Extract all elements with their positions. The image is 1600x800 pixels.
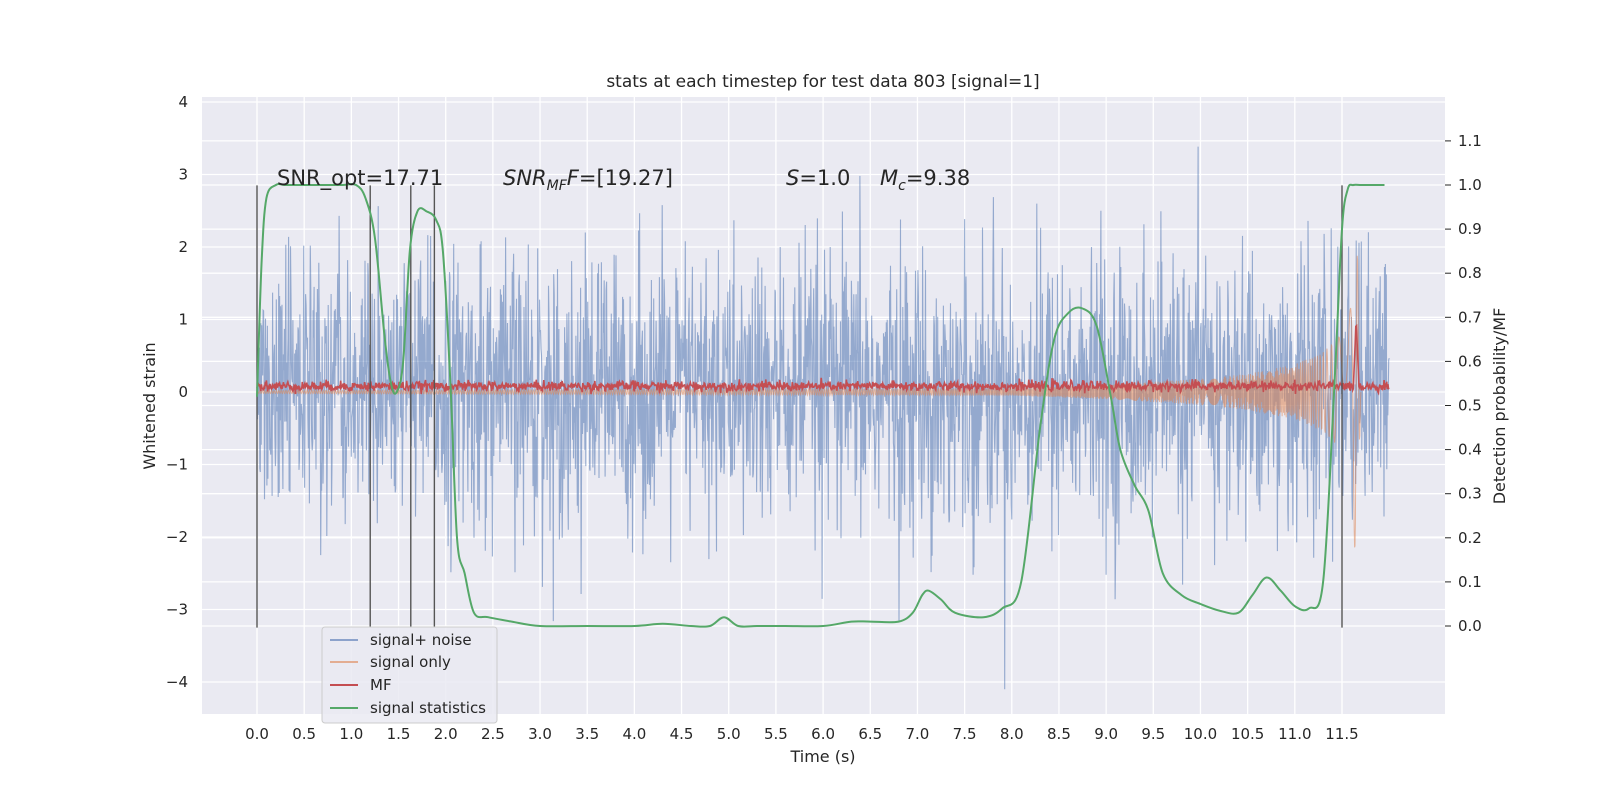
y-tick-label: −2 <box>166 528 188 546</box>
line-signal-statistics <box>256 183 1385 628</box>
y-tick-label: 1 <box>178 311 188 329</box>
y-right-tick-label: 0.2 <box>1458 529 1482 547</box>
x-tick-label: 11.0 <box>1278 725 1311 743</box>
x-tick-label: 6.0 <box>811 725 835 743</box>
y-right-tick-label: 0.3 <box>1458 485 1482 503</box>
y-tick-label: 3 <box>178 166 188 184</box>
grid <box>202 97 1445 714</box>
annotation-s-value: =1.0 <box>799 166 850 190</box>
legend-label-signal-statistics: signal statistics <box>370 699 486 717</box>
x-tick-label: 0.5 <box>292 725 316 743</box>
y-tick-label: −4 <box>166 673 188 691</box>
annotation-s: S=1.0 <box>786 166 850 190</box>
x-tick-label: 3.5 <box>575 725 599 743</box>
series-signal-only <box>256 255 1362 548</box>
legend-box <box>321 626 498 724</box>
y-right-tick-label: 1.0 <box>1458 176 1482 194</box>
annotation-snr-mf: SNRMFF=[19.27] <box>503 166 673 194</box>
x-tick-label: 8.0 <box>1000 725 1024 743</box>
y-right-tick-label: 0.7 <box>1458 308 1482 326</box>
annotation-snr-mf-value: =[19.27] <box>579 166 673 190</box>
y-right-tick-label: 0.1 <box>1458 573 1482 591</box>
annotation-mc-name: M <box>880 166 898 190</box>
annotation-mc-value: =9.38 <box>906 166 970 190</box>
x-tick-label: 1.0 <box>339 725 363 743</box>
vertical-lines <box>256 185 1343 628</box>
y-right-tick-label: 0.8 <box>1458 264 1482 282</box>
y-right-tick-label: 1.1 <box>1458 132 1482 150</box>
y-right-axis-label: Detection probability/MF <box>1490 308 1509 505</box>
legend: signal+ noise signal only MF signal stat… <box>321 626 498 724</box>
x-tick-label: 0.0 <box>245 725 269 743</box>
series-mf <box>256 323 1390 396</box>
annotation-snr-mf-sub: MF <box>547 178 568 194</box>
annotation-snr-mf-name: SNR <box>503 166 547 190</box>
series-signal-statistics <box>256 183 1385 628</box>
x-tick-label: 1.5 <box>387 725 411 743</box>
legend-label-mf: MF <box>370 676 392 694</box>
annotation-mc: Mc=9.38 <box>880 166 970 194</box>
y-right-tick-label: 0.5 <box>1458 397 1482 415</box>
legend-label-signal-plus-noise: signal+ noise <box>370 631 472 649</box>
y-right-tick-label: 0.6 <box>1458 352 1482 370</box>
x-tick-label: 3.0 <box>528 725 552 743</box>
x-tick-label: 4.0 <box>622 725 646 743</box>
legend-label-signal-only: signal only <box>370 653 451 671</box>
x-tick-label: 6.5 <box>858 725 882 743</box>
y-tick-label: 2 <box>178 238 188 256</box>
line-signal-only <box>256 255 1362 548</box>
x-axis-label: Time (s) <box>789 747 855 766</box>
x-tick-label: 10.0 <box>1184 725 1217 743</box>
line-mf <box>256 323 1390 396</box>
x-tick-label: 9.5 <box>1141 725 1165 743</box>
y-right-tick-label: 0.0 <box>1458 617 1482 635</box>
x-tick-label: 5.0 <box>717 725 741 743</box>
annotation-snr-opt: SNR_opt=17.71 <box>277 166 443 191</box>
x-tick-label: 9.0 <box>1094 725 1118 743</box>
ticks: 0.0 0.5 1.0 1.5 2.0 2.5 3.0 3.5 4.0 4.5 5.0 5.5 6.0 6… <box>166 93 1482 743</box>
x-tick-label: 7.5 <box>953 725 977 743</box>
x-tick-label: 4.5 <box>670 725 694 743</box>
x-tick-label: 10.5 <box>1231 725 1264 743</box>
annotation-s-name: S <box>786 166 799 190</box>
y-right-tick-label: 0.4 <box>1458 441 1482 459</box>
x-tick-label: 2.0 <box>434 725 458 743</box>
y-right-tick-label: 0.9 <box>1458 220 1482 238</box>
y-tick-label: −3 <box>166 601 188 619</box>
annotation-mc-sub: c <box>898 178 906 194</box>
x-tick-label: 7.0 <box>906 725 930 743</box>
x-tick-label: 5.5 <box>764 725 788 743</box>
y-tick-label: −1 <box>166 456 188 474</box>
y-tick-label: 4 <box>178 93 188 111</box>
y-tick-label: 0 <box>178 383 188 401</box>
annotation-snr-mf-f: F <box>567 166 580 190</box>
x-tick-label: 8.5 <box>1047 725 1071 743</box>
chart-title: stats at each timestep for test data 803… <box>606 72 1039 92</box>
x-tick-label: 11.5 <box>1325 725 1358 743</box>
x-tick-label: 2.5 <box>481 725 505 743</box>
y-axis-label: Whitened strain <box>140 342 159 469</box>
